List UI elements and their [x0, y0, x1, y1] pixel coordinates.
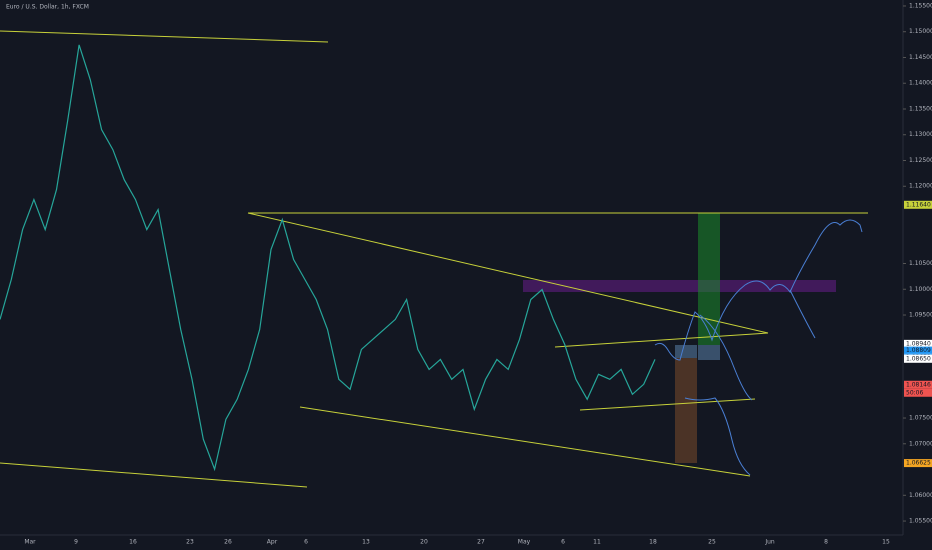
- price-tag: [904, 346, 932, 355]
- countdown-box: [904, 388, 932, 397]
- x-tick-label: Jun: [764, 539, 775, 546]
- x-tick-label: 9: [74, 539, 78, 546]
- x-tick-label: May: [518, 539, 531, 546]
- x-tick-label: 20: [420, 539, 428, 546]
- trend-line: [579, 398, 756, 411]
- price-tag-label: 1.08146: [906, 381, 931, 388]
- y-tick-label: 1.12500: [909, 157, 932, 164]
- y-tick-label: 1.12000: [909, 183, 932, 190]
- price-tag-label: 1.11640: [906, 201, 931, 208]
- price-tag: [904, 354, 932, 363]
- stop-zone: [675, 358, 697, 463]
- x-tick-label: 6: [561, 539, 565, 546]
- y-tick-label: 1.13000: [909, 131, 932, 138]
- price-tag-label: 1.06625: [906, 460, 931, 467]
- x-tick-label: 25: [708, 539, 716, 546]
- price-tag: [904, 380, 932, 389]
- trend-line: [0, 462, 308, 488]
- chart-title: Euro / U.S. Dollar, 1h, FXCM: [6, 4, 89, 11]
- x-tick-label: 27: [477, 539, 485, 546]
- x-tick-label: 18: [649, 539, 657, 546]
- y-tick-label: 1.15500: [909, 2, 932, 9]
- target-zone: [698, 213, 720, 345]
- resistance-zone: [523, 280, 836, 292]
- x-tick-label: 13: [362, 539, 370, 546]
- trend-line: [299, 406, 751, 477]
- price-tag-label: 1.08650: [906, 355, 931, 362]
- price-tag: [904, 339, 932, 348]
- x-tick-label: Apr: [267, 539, 278, 546]
- y-tick-label: 1.07500: [909, 415, 932, 422]
- x-tick-label: 23: [186, 539, 194, 546]
- y-tick-label: 1.14000: [909, 80, 932, 87]
- x-tick-label: 6: [304, 539, 308, 546]
- countdown: 50:06: [906, 389, 923, 396]
- y-tick-label: 1.05500: [909, 518, 932, 525]
- projection-path: [684, 397, 751, 476]
- price-line: [0, 44, 656, 472]
- price-tag-label: 1.08809: [906, 347, 931, 354]
- trend-line: [554, 332, 769, 348]
- projection-path: [699, 314, 753, 401]
- projection-path: [789, 289, 816, 339]
- projection-path: [654, 219, 863, 361]
- drawings: [0, 30, 868, 488]
- price-tag: [904, 200, 932, 209]
- entry-box: [698, 345, 720, 360]
- price-tag: [904, 459, 932, 468]
- x-tick-label: 8: [824, 539, 828, 546]
- x-tick-label: 15: [882, 539, 890, 546]
- y-tick-label: 1.13500: [909, 105, 932, 112]
- x-tick-label: 26: [224, 539, 232, 546]
- y-tick-label: 1.10500: [909, 260, 932, 267]
- trend-line: [0, 30, 329, 43]
- x-tick-label: 11: [593, 539, 601, 546]
- price-tag-label: 1.08940: [906, 340, 931, 347]
- trend-line: [247, 212, 769, 334]
- y-tick-label: 1.14500: [909, 54, 932, 61]
- x-tick-label: 16: [129, 539, 137, 546]
- y-tick-label: 1.07000: [909, 440, 932, 447]
- y-tick-label: 1.06000: [909, 492, 932, 499]
- entry-box: [675, 345, 697, 358]
- x-tick-label: Mar: [24, 539, 36, 546]
- y-tick-label: 1.10000: [909, 286, 932, 293]
- y-tick-label: 1.09500: [909, 312, 932, 319]
- y-tick-label: 1.15000: [909, 28, 932, 35]
